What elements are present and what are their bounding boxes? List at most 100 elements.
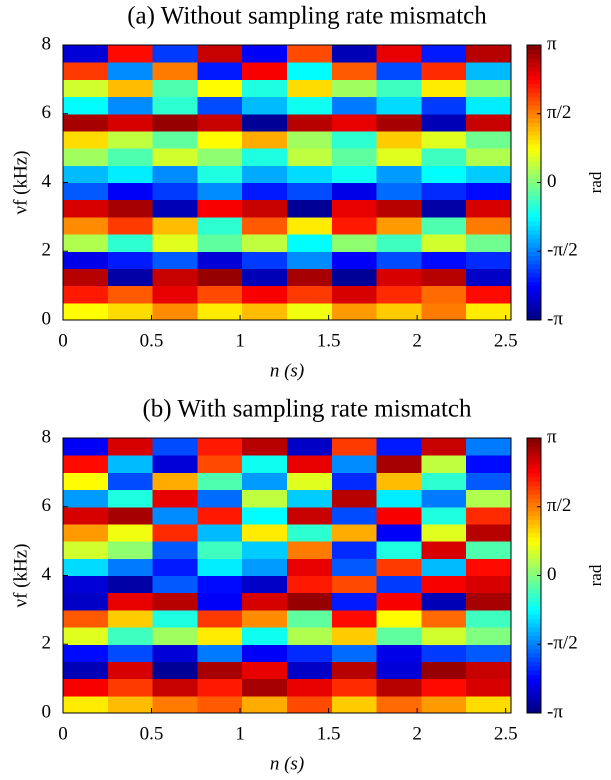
heatmap-cell [287, 472, 333, 491]
colorbar-segment [527, 519, 541, 525]
heatmap-cell [197, 182, 243, 201]
heatmap-cell [466, 216, 512, 235]
colorbar-segment [527, 463, 541, 469]
heatmap-cell [466, 45, 512, 63]
colorbar-segment [527, 592, 541, 598]
heatmap-cell [152, 182, 198, 201]
heatmap-cell [152, 302, 198, 321]
heatmap-cell [63, 609, 109, 628]
colorbar-segment [527, 216, 541, 222]
heatmap-cell [63, 45, 109, 63]
heatmap-cell [331, 575, 378, 594]
colorbar-segment [527, 485, 541, 491]
heatmap-cell [197, 609, 243, 628]
heatmap-cell [197, 575, 243, 594]
x-tick-label: 1.5 [317, 723, 341, 744]
heatmap-cell [152, 45, 198, 63]
heatmap-cell [287, 182, 333, 201]
heatmap-cell [466, 79, 512, 98]
heatmap-cell [331, 489, 378, 508]
heatmap-cell [152, 199, 198, 218]
colorbar-segment [527, 506, 541, 512]
heatmap-cell [242, 148, 288, 166]
heatmap-cell [242, 216, 288, 235]
colorbar-segment [527, 618, 541, 624]
heatmap-cell [152, 251, 198, 269]
heatmap-cell [331, 79, 378, 98]
x-axis-label: n (s) [270, 753, 304, 774]
colorbar-segment [527, 234, 541, 239]
heatmap-cell [287, 678, 333, 697]
colorbar-segment [527, 704, 541, 710]
heatmap-cell [242, 661, 288, 680]
heatmap-cell [152, 575, 198, 594]
heatmap-cell [466, 234, 512, 252]
heatmap-cell [242, 96, 288, 115]
colorbar-segment [527, 682, 541, 688]
x-tick-label: 2 [412, 723, 422, 744]
heatmap-cell [331, 113, 378, 132]
colorbar-segment [527, 289, 541, 295]
heatmap-cell [287, 165, 333, 183]
heatmap-cell [466, 251, 512, 269]
colorbar-segment [527, 493, 541, 499]
heatmap-cell [63, 506, 109, 525]
heatmap-cell [107, 199, 154, 218]
heatmap-cell [107, 558, 154, 576]
colorbar-segment [527, 100, 541, 106]
colorbar-segment [527, 528, 541, 534]
heatmap-cell [107, 148, 154, 166]
heatmap-cell [376, 506, 422, 525]
heatmap-cell [376, 523, 422, 542]
heatmap-cell [331, 472, 378, 491]
colorbar-segment [527, 118, 541, 123]
heatmap-cell [197, 216, 243, 235]
heatmap-cell [107, 96, 154, 115]
colorbar-tick-label: π [547, 33, 557, 54]
heatmap-cell [421, 62, 467, 80]
heatmap-cell [152, 541, 198, 559]
heatmap-cell [197, 199, 243, 218]
heatmap-cell [421, 455, 467, 473]
heatmap-cell [331, 302, 378, 321]
colorbar-segment [527, 83, 541, 89]
heatmap-cell [152, 558, 198, 576]
heatmap-cell [331, 627, 378, 645]
heatmap-cell [376, 62, 422, 80]
x-axis-label: n (s) [270, 360, 304, 381]
colorbar-segment [527, 229, 541, 235]
heatmap-cell [376, 661, 422, 680]
y-tick-label: 0 [42, 308, 52, 329]
colorbar-segment [527, 199, 541, 205]
heatmap-cell [331, 541, 378, 559]
heatmap-cell [197, 251, 243, 269]
heatmap-cell [331, 661, 378, 680]
heatmap-cell [197, 644, 243, 662]
heatmap-cell [376, 678, 422, 697]
colorbar-segment [527, 221, 541, 226]
colorbar-segment [527, 66, 541, 72]
heatmap-cell [107, 575, 154, 594]
colorbar-segment [527, 62, 541, 67]
heatmap-cell [107, 489, 154, 508]
heatmap-cell [242, 678, 288, 697]
colorbar-segment [527, 178, 541, 183]
colorbar-segment [527, 438, 541, 443]
heatmap-cell [376, 199, 422, 218]
colorbar-segment [527, 161, 541, 166]
heatmap-cell [287, 199, 333, 218]
heatmap-cell [331, 455, 378, 473]
heatmap-cell [466, 472, 512, 491]
heatmap-cell [287, 592, 333, 611]
heatmap-cell [376, 234, 422, 252]
colorbar-segment [527, 627, 541, 632]
heatmap-cell [466, 165, 512, 183]
heatmap-cell [421, 489, 467, 508]
heatmap-cell [287, 541, 333, 559]
colorbar-segment [527, 264, 541, 269]
heatmap-cell [466, 661, 512, 680]
heatmap-cell [107, 285, 154, 304]
heatmap-cell [421, 113, 467, 132]
heatmap-cell [242, 644, 288, 662]
